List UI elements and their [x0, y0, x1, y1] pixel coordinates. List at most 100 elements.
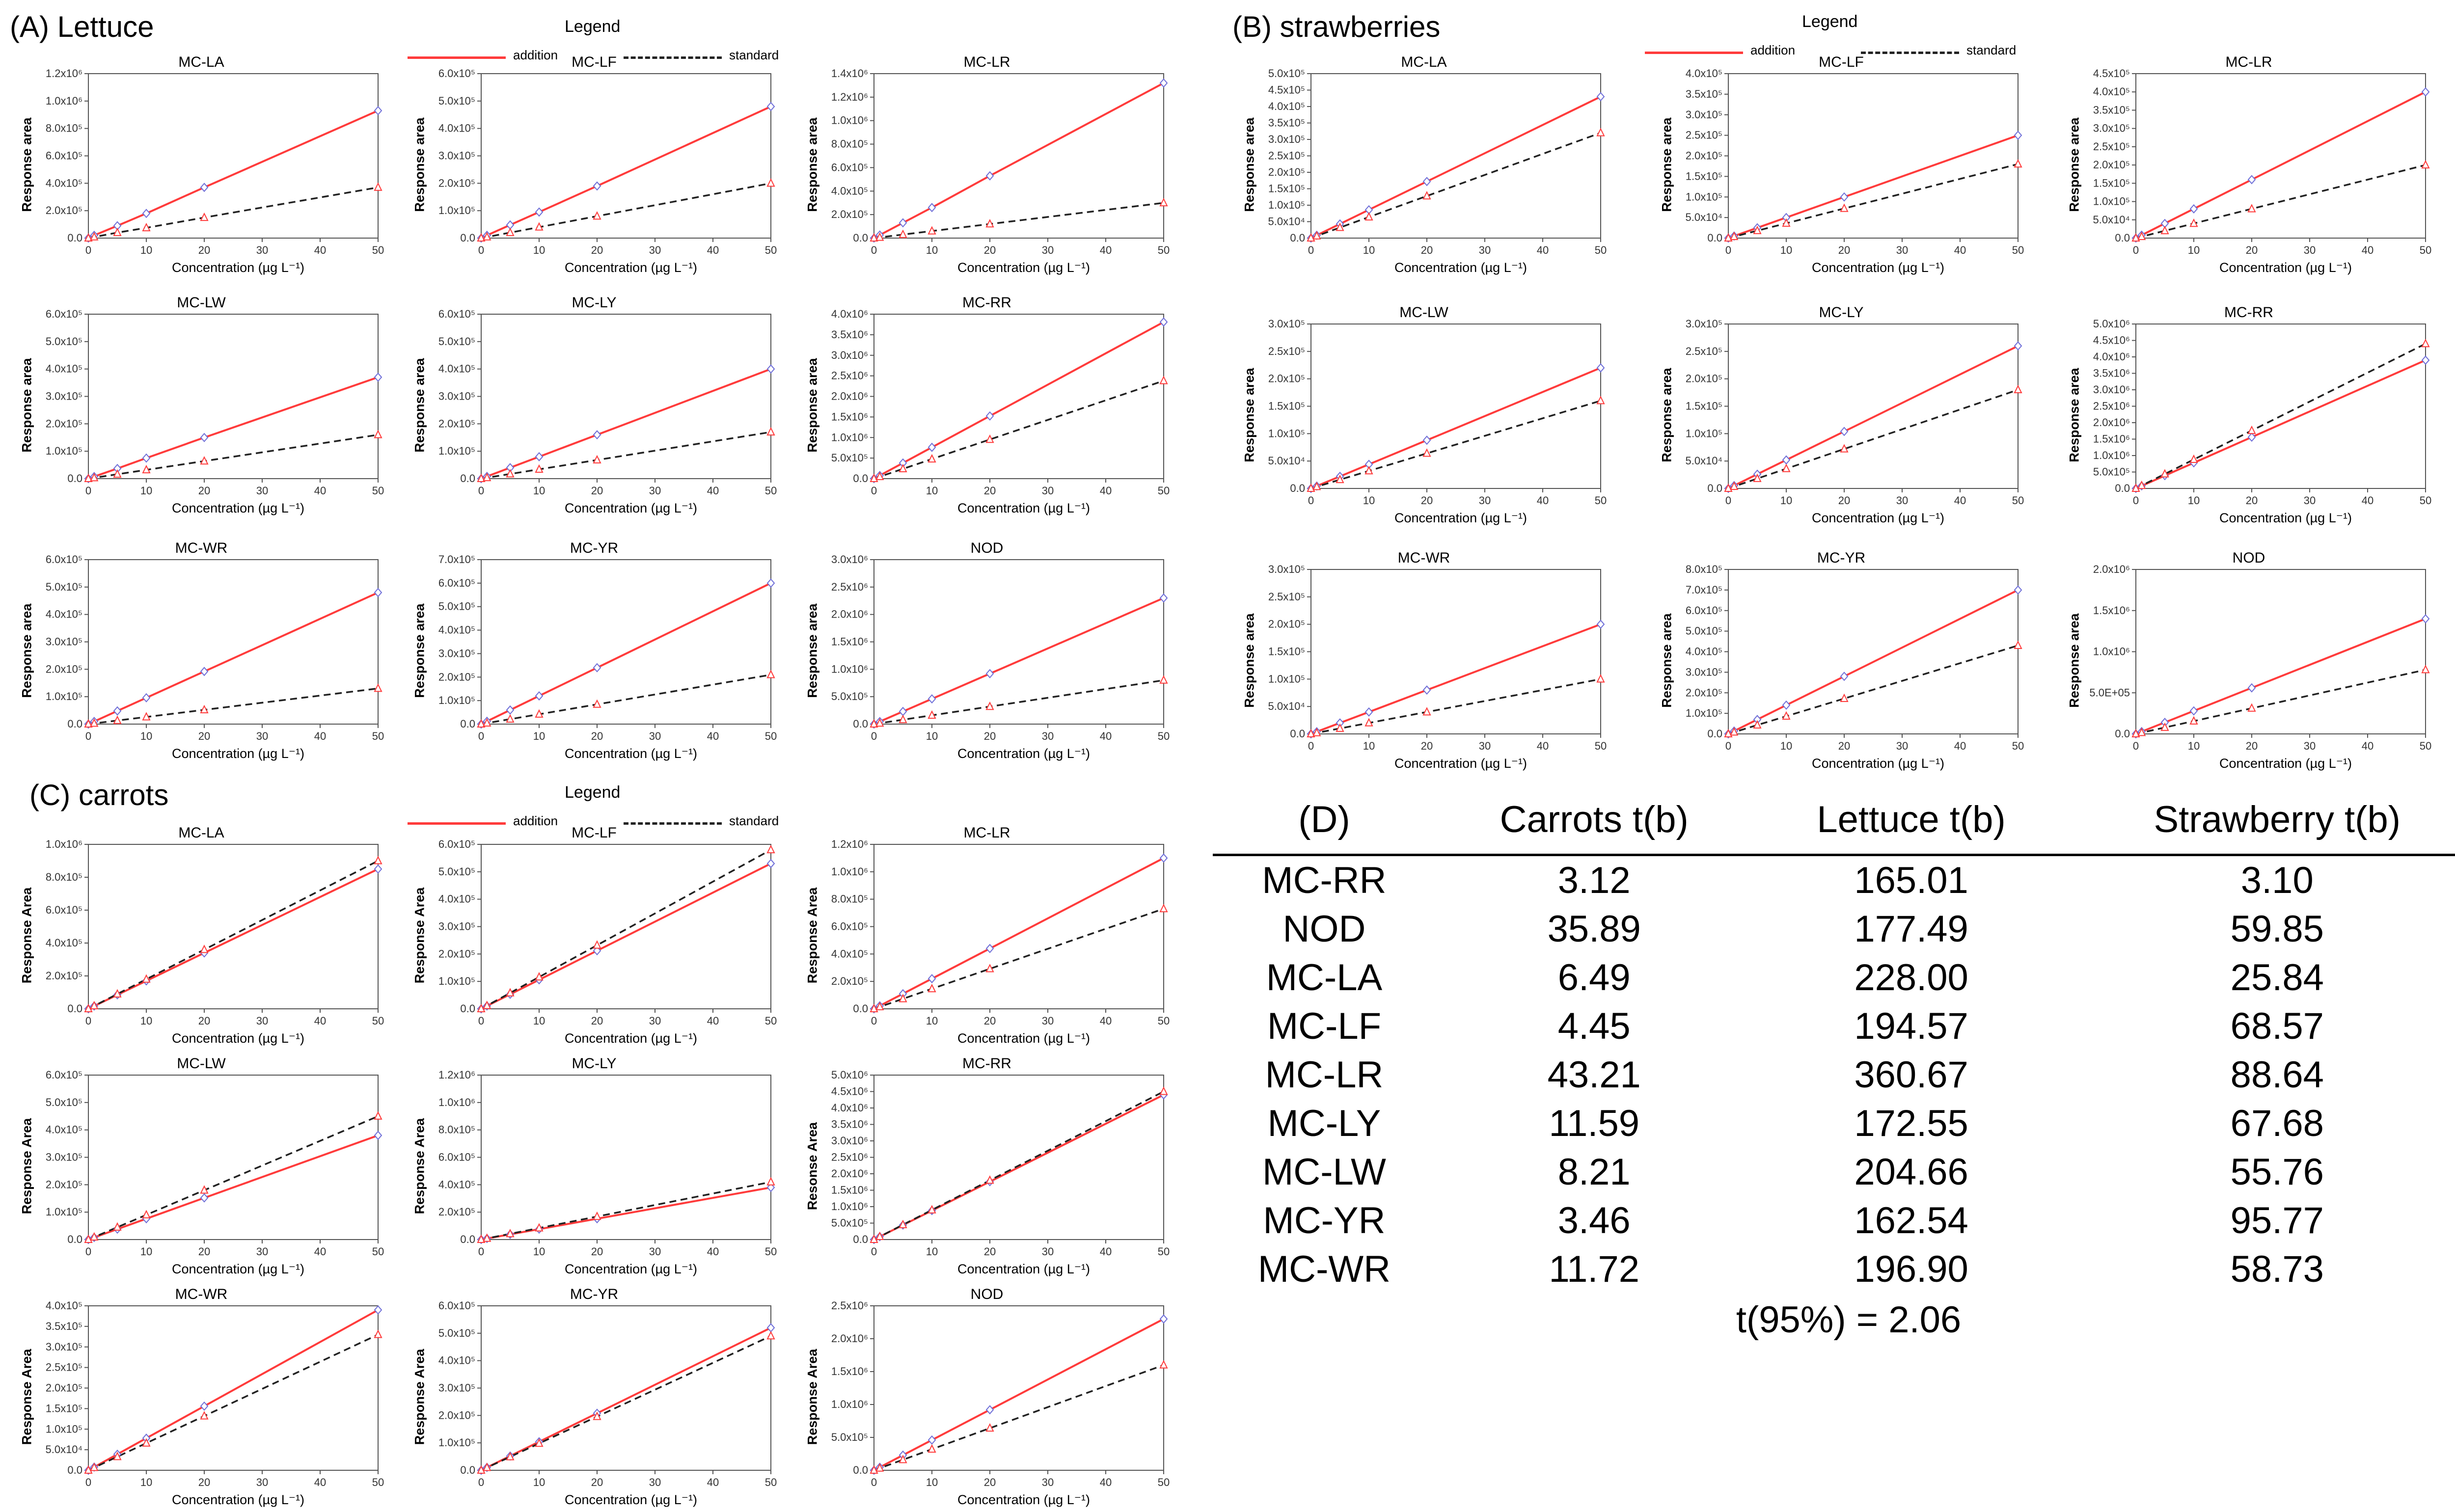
- standard-data-point: [1840, 444, 1849, 453]
- standard-data-point: [142, 712, 151, 721]
- standard-data-point: [870, 719, 878, 728]
- y-tick-label: 5.0x10⁵: [46, 335, 82, 348]
- standard-data-point: [766, 427, 775, 436]
- addition-data-point: [142, 453, 151, 463]
- x-tick-label: 10: [533, 244, 545, 256]
- standard-data-point: [90, 232, 99, 241]
- addition-series-line: [1728, 345, 2019, 489]
- x-tick-label: 20: [2246, 244, 2258, 256]
- x-axis-label: Concentration (µg L⁻¹): [1812, 511, 1944, 525]
- addition-series-line: [88, 376, 379, 480]
- x-axis-label: Concentration (µg L⁻¹): [957, 1031, 1090, 1046]
- y-tick-label: 2.0x10⁵: [46, 204, 82, 216]
- chart-panel: MC-LR Response area Concentration (µg L⁻¹)…: [2062, 54, 2435, 280]
- y-tick-label: 0.0: [2115, 482, 2130, 494]
- table-cell: 88.64: [2230, 1054, 2324, 1096]
- x-tick-label: 20: [984, 1015, 996, 1027]
- standard-data-point: [200, 1411, 209, 1420]
- standard-data-point: [477, 233, 486, 242]
- standard-data-point: [875, 1001, 884, 1010]
- y-tick-label: 6.0x10⁵: [438, 1151, 475, 1163]
- x-tick-label: 40: [1100, 485, 1112, 497]
- chart-panel: MC-RR Resonse Area Concentration (µg L⁻¹) 0…: [800, 1055, 1173, 1281]
- x-tick-label: 40: [707, 1245, 719, 1258]
- standard-data-point: [506, 1229, 515, 1238]
- x-tick-label: 0: [1725, 244, 1731, 256]
- x-tick-label: 10: [533, 1245, 545, 1258]
- chart-title: MC-LY: [1819, 304, 1864, 321]
- y-tick-label: 1.5x10⁵: [1686, 170, 1722, 182]
- y-tick-label: 1.5x10⁶: [831, 636, 868, 648]
- table-row-label: MC-RR: [1262, 860, 1387, 901]
- x-tick-label: 0: [871, 1245, 877, 1258]
- standard-series-line: [2135, 669, 2426, 735]
- standard-data-point: [1596, 674, 1605, 683]
- addition-data-point: [374, 372, 382, 382]
- y-tick-label: 1.0x10⁶: [831, 1398, 868, 1410]
- plot-frame: [481, 1305, 771, 1471]
- standard-data-point: [985, 219, 994, 228]
- y-tick-label: 2.0x10⁶: [831, 1167, 868, 1180]
- table-cell: 35.89: [1547, 908, 1641, 950]
- standard-data-point: [1724, 233, 1733, 242]
- standard-data-point: [1422, 191, 1431, 200]
- standard-data-point: [870, 1234, 878, 1243]
- standard-data-point: [2014, 159, 2022, 168]
- standard-data-point: [477, 1234, 486, 1243]
- x-tick-label: 40: [314, 1015, 326, 1027]
- addition-data-point: [1782, 700, 1791, 710]
- y-tick-label: 5.0x10⁵: [2093, 466, 2130, 478]
- chart-title: NOD: [970, 1286, 1004, 1302]
- addition-data-point: [766, 1183, 775, 1192]
- standard-data-point: [113, 715, 122, 724]
- chart-plot: 0.0 5.0x10⁵ 1.0x10⁶ 1.5x10⁶ 2.0x10⁶ 2.5x10⁶ 3.…: [831, 553, 1170, 742]
- plot-frame: [1310, 569, 1601, 734]
- x-tick-label: 0: [871, 485, 877, 497]
- addition-data-point: [766, 364, 775, 374]
- standard-series-line: [1728, 389, 2019, 489]
- addition-data-point: [2247, 432, 2256, 442]
- standard-data-point: [899, 229, 907, 238]
- y-tick-label: 4.0x10⁵: [438, 624, 475, 636]
- legend-title: Legend: [1802, 12, 1858, 31]
- x-tick-label: 10: [533, 1015, 545, 1027]
- standard-data-point: [1596, 396, 1605, 405]
- y-tick-label: 3.0x10⁶: [2093, 383, 2130, 396]
- x-axis-label: Concentration (µg L⁻¹): [1812, 756, 1944, 771]
- y-tick-label: 2.5x10⁵: [1268, 591, 1305, 603]
- y-tick-label: 6.0x10⁵: [46, 1069, 82, 1081]
- y-tick-label: 3.0x10⁶: [831, 349, 868, 361]
- x-tick-label: 30: [2304, 740, 2316, 752]
- y-tick-label: 0.0: [460, 718, 475, 730]
- standard-data-point: [1159, 1360, 1168, 1369]
- addition-data-point: [200, 183, 209, 192]
- standard-data-point: [1422, 448, 1431, 457]
- standard-data-point: [90, 1000, 99, 1009]
- y-tick-label: 6.0x10⁵: [438, 308, 475, 320]
- plot-frame: [481, 314, 771, 479]
- standard-data-point: [84, 1234, 93, 1243]
- standard-data-point: [1364, 212, 1373, 221]
- x-tick-label: 10: [2188, 244, 2200, 256]
- y-tick-label: 2.5x10⁵: [2093, 140, 2130, 153]
- standard-data-point: [1782, 218, 1791, 227]
- y-tick-label: 5.0x10⁵: [831, 690, 868, 702]
- standard-series-line: [873, 379, 1164, 480]
- standard-data-point: [200, 704, 209, 713]
- y-tick-label: 5.0x10⁴: [45, 1443, 82, 1456]
- table-cell: 204.66: [1854, 1151, 1968, 1193]
- standard-data-point: [2160, 722, 2169, 731]
- x-tick-label: 10: [140, 1015, 152, 1027]
- legend-standard-label: standard: [729, 813, 779, 828]
- addition-data-point: [200, 432, 209, 442]
- standard-data-point: [84, 473, 93, 482]
- standard-series-line: [873, 202, 1164, 239]
- standard-data-point: [374, 856, 382, 864]
- plot-frame: [2135, 324, 2426, 489]
- chart-title: NOD: [2232, 550, 2265, 566]
- standard-data-point: [1753, 720, 1762, 729]
- addition-series-line: [2135, 359, 2426, 489]
- addition-data-point: [506, 705, 515, 715]
- standard-data-point: [506, 227, 515, 236]
- standard-data-point: [506, 988, 515, 997]
